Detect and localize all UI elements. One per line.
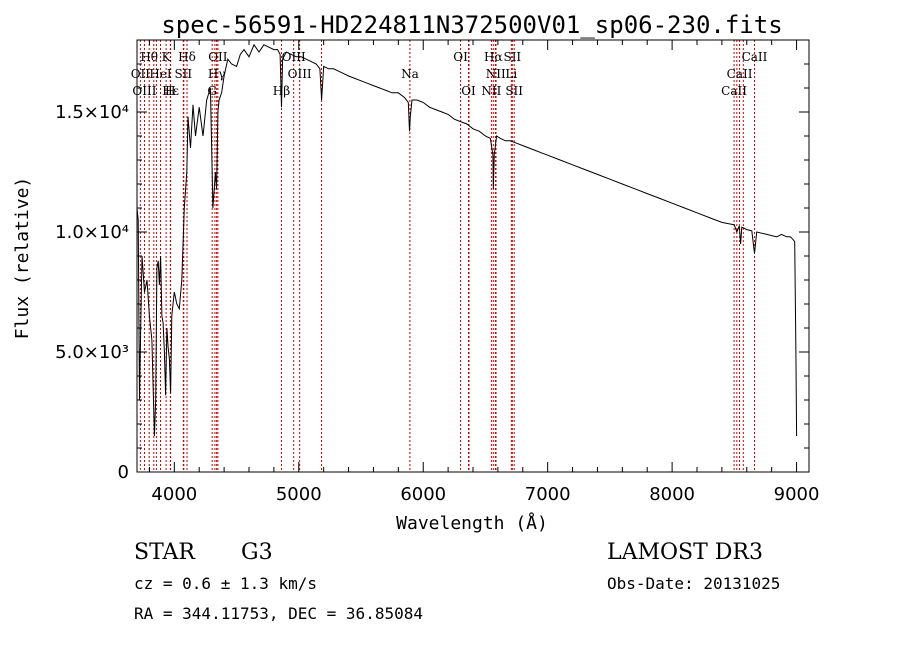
line-marker-label: OIII (288, 67, 312, 81)
line-marker-label: OII (131, 67, 151, 81)
x-tick-label: 8000 (649, 484, 695, 505)
spectrum-line (136, 43, 798, 437)
object-type: STAR (134, 540, 196, 565)
line-marker-label: G (207, 84, 217, 98)
line-marker-label: H (165, 84, 175, 98)
line-marker-label: SII (505, 84, 523, 98)
line-marker-label: SII (174, 67, 192, 81)
line-marker-label: K (162, 50, 172, 64)
x-tick-label: 7000 (525, 484, 571, 505)
spectral-subclass: G3 (241, 540, 273, 565)
line-marker-label: NII (481, 84, 501, 98)
plot-frame (136, 39, 810, 473)
line-marker-label: Hα (484, 50, 503, 64)
line-marker-label: OII (208, 50, 228, 64)
line-marker-label: OI (453, 50, 468, 64)
line-marker-label: OIII (282, 50, 306, 64)
survey-name: LAMOST DR3 (607, 540, 763, 565)
line-marker-label: OI (461, 84, 476, 98)
line-marker-label: Na (401, 67, 419, 81)
x-tick-label: 9000 (774, 484, 820, 505)
line-marker-label: OIII (132, 84, 156, 98)
line-marker-label: CaII (727, 67, 753, 81)
x-axis-label: Wavelength (Å) (396, 512, 548, 534)
spectral-line-markers (139, 40, 755, 472)
line-marker-label: Hγ (208, 67, 226, 81)
x-axis-ticks: 4000 5000 6000 7000 8000 9000 (148, 40, 820, 505)
line-marker-label: SII (503, 50, 521, 64)
x-tick-label: 6000 (400, 484, 446, 505)
y-tick-label: 0 (118, 462, 129, 483)
y-axis-label: Flux (relative) (12, 177, 33, 340)
line-marker-label: Li (505, 67, 517, 81)
line-marker-label: NII (486, 67, 506, 81)
x-tick-label: 4000 (151, 484, 197, 505)
line-marker-label: Hδ (178, 50, 196, 64)
x-tick-label: 5000 (276, 484, 322, 505)
y-tick-label: 1.0×10⁴ (55, 222, 129, 243)
y-tick-label: 1.5×10⁴ (55, 102, 129, 123)
line-marker-label: Hθ (140, 50, 158, 64)
coordinates: RA = 344.11753, DEC = 36.85084 (134, 604, 423, 623)
line-marker-label: CaII (742, 50, 768, 64)
y-tick-label: 5.0×10³ (55, 342, 129, 363)
line-marker-label: CaII (721, 84, 747, 98)
y-axis-ticks: 0 5.0×10³ 1.0×10⁴ 1.5×10⁴ (55, 63, 809, 483)
chart-title: spec-56591-HD224811N372500V01_sp06-230.f… (161, 11, 782, 39)
redshift-info: cz = 0.6 ± 1.3 km/s (134, 574, 317, 593)
line-marker-label: HeI (149, 67, 172, 81)
line-marker-label: Hε (162, 84, 179, 98)
obs-date: Obs-Date: 20131025 (607, 574, 780, 593)
